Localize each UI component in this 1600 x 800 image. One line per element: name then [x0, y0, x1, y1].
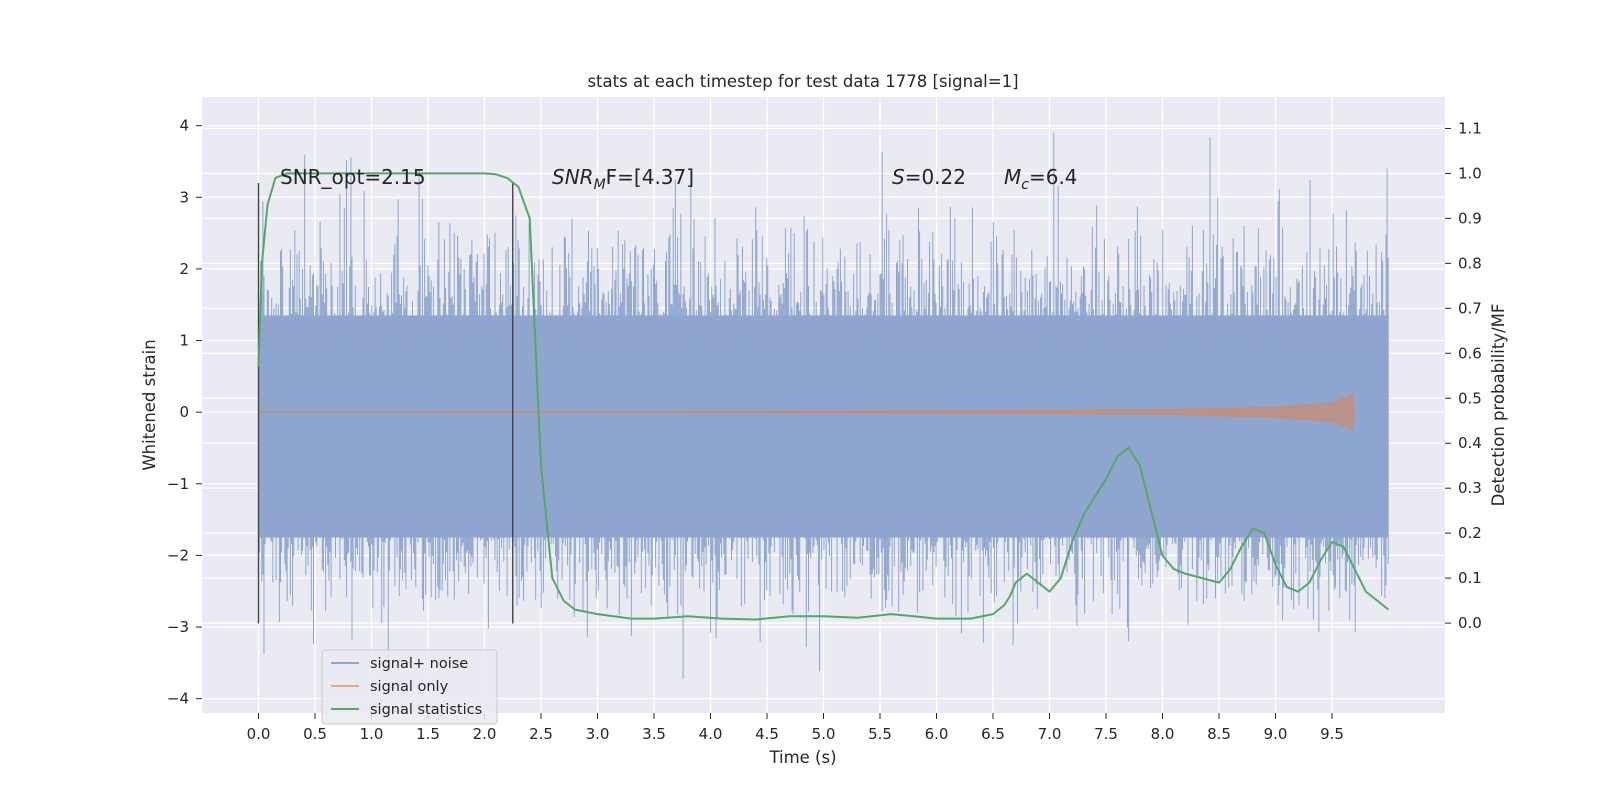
- y-right-tick-label: 0.7: [1458, 299, 1482, 317]
- annotation-s-symbol: S: [892, 165, 905, 189]
- series-signal-noise: [258, 132, 1389, 679]
- x-tick-label: 7.5: [1094, 725, 1118, 743]
- y-right-tick-label: 0.2: [1458, 524, 1482, 542]
- x-tick-label: 8.0: [1151, 725, 1175, 743]
- legend: signal+ noise signal only signal statist…: [321, 649, 498, 725]
- y-right-tick-label: 0.5: [1458, 389, 1482, 407]
- x-tick-label: 9.5: [1320, 725, 1344, 743]
- annotation-snr-mf: SNRMF=[4.37]: [552, 165, 694, 193]
- x-tick-label: 4.5: [755, 725, 779, 743]
- y-right-tick-label: 1.0: [1458, 164, 1482, 182]
- x-tick-label: 7.0: [1038, 725, 1062, 743]
- y-right-tick-label: 0.1: [1458, 569, 1482, 587]
- legend-label-signal-noise: signal+ noise: [370, 656, 468, 672]
- y-tick-label: −2: [167, 546, 189, 564]
- statistics-line: [257, 172, 1390, 621]
- x-tick-label: 8.5: [1207, 725, 1231, 743]
- x-tick-label: 4.0: [699, 725, 723, 743]
- series-signal-statistics: [257, 172, 1390, 621]
- y-tick-label: −4: [167, 690, 189, 708]
- x-tick-label: 6.0: [925, 725, 949, 743]
- annotation-mc: Mc=6.4: [1004, 165, 1078, 193]
- annotation-snr-opt: SNR_opt=2.15: [280, 165, 426, 189]
- y-right-tick-label: 0.9: [1458, 209, 1482, 227]
- annotation-snr-mf-rest: F=[4.37]: [606, 165, 694, 189]
- x-tick-label: 2.5: [529, 725, 553, 743]
- y-tick-label: −3: [167, 618, 189, 636]
- y-right-tick-label: 0.4: [1458, 434, 1482, 452]
- annotation-s: S=0.22: [892, 165, 966, 189]
- y-right-tick-label: 0.0: [1458, 614, 1482, 632]
- x-tick-label: 1.5: [416, 725, 440, 743]
- x-tick-label: 5.5: [868, 725, 892, 743]
- y-tick-label: 1: [179, 332, 189, 350]
- x-tick-label: 0.5: [303, 725, 327, 743]
- x-tick-label: 9.0: [1264, 725, 1288, 743]
- signal-envelope: [258, 393, 1356, 431]
- y-tick-label: 2: [179, 260, 189, 278]
- y-tick-label: 3: [179, 188, 189, 206]
- legend-label-signal-statistics: signal statistics: [370, 702, 482, 718]
- y-right-axis-ticks: 1.1 1.0 0.9 0.8 0.7 0.6 0.5 0.4 0.3 0.2 0.1 0.0: [1445, 119, 1482, 632]
- x-tick-label: 3.5: [642, 725, 666, 743]
- annotation-snr-mf-sub: M: [594, 177, 606, 193]
- legend-label-signal-only: signal only: [370, 679, 449, 695]
- x-tick-label: 6.5: [981, 725, 1005, 743]
- annotation-snr-mf-main: SNR: [552, 165, 594, 189]
- y-axis-label: Whitened strain: [140, 339, 159, 470]
- annotation-s-value: =0.22: [905, 165, 966, 189]
- x-axis-ticks: 0.0 0.5 1.0 1.5 2.0 2.5 3.0 3.5 4.0 4.5 5.0 5.5 6.0 6…: [247, 713, 1344, 743]
- chart-title: stats at each timestep for test data 177…: [587, 72, 1018, 91]
- y-right-tick-label: 0.6: [1458, 344, 1482, 362]
- x-tick-label: 5.0: [812, 725, 836, 743]
- y-right-tick-label: 1.1: [1458, 119, 1482, 137]
- legend-box: [321, 649, 498, 725]
- y-tick-label: −1: [167, 475, 189, 493]
- x-tick-label: 2.0: [473, 725, 497, 743]
- annotation-mc-sub: c: [1021, 177, 1029, 193]
- x-tick-label: 1.0: [360, 725, 384, 743]
- y-right-tick-label: 0.8: [1458, 254, 1482, 272]
- x-tick-label: 0.0: [247, 725, 271, 743]
- x-axis-label: Time (s): [768, 748, 836, 767]
- x-tick-label: 3.0: [586, 725, 610, 743]
- y-axis-ticks: 4 3 2 1 0 −1 −2 −3 −4: [167, 117, 202, 708]
- annotation-mc-symbol: M: [1004, 165, 1021, 189]
- y-tick-label: 4: [179, 117, 189, 135]
- series-signal-only: [258, 393, 1356, 431]
- annotation-mc-value: =6.4: [1029, 165, 1078, 189]
- y-right-tick-label: 0.3: [1458, 479, 1482, 497]
- y-tick-label: 0: [179, 403, 189, 421]
- vertical-markers: [257, 182, 514, 624]
- y-right-axis-label: Detection probability/MF: [1489, 304, 1508, 507]
